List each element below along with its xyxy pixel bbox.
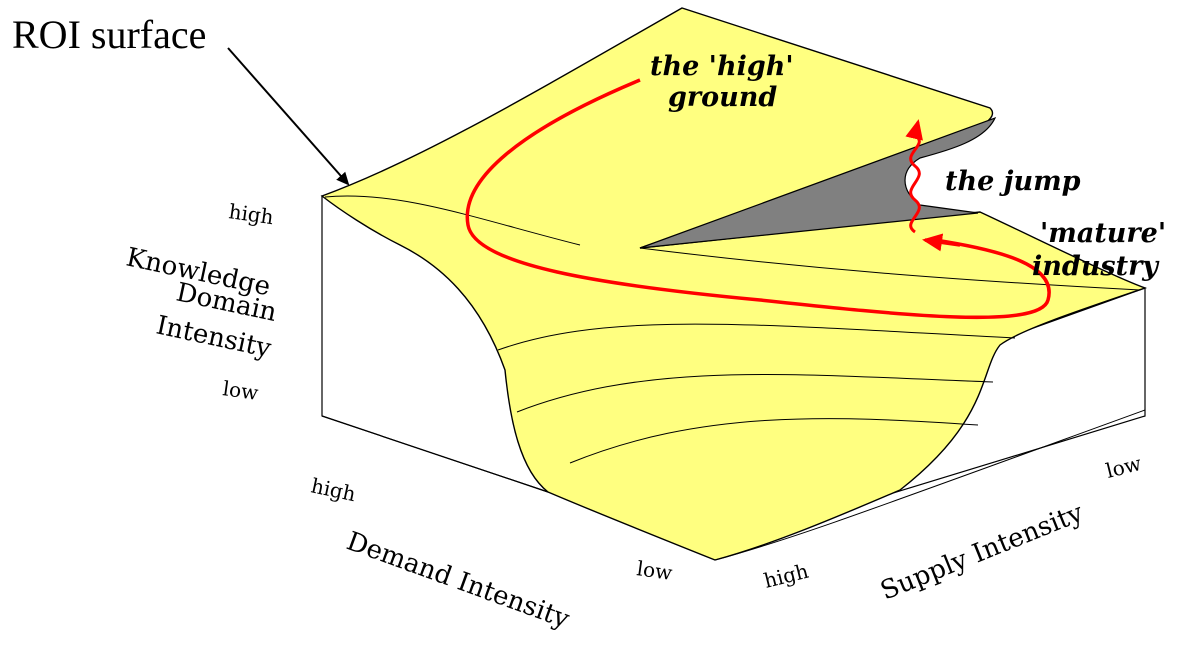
annotation-mature-line1: 'mature' <box>1040 218 1166 249</box>
supply-tick-high: high <box>761 559 811 593</box>
demand-axis-label: Demand Intensity <box>343 526 574 634</box>
contour-line-2 <box>639 247 1141 291</box>
supply-tick-low: low <box>1103 451 1143 483</box>
annotation-jump: the jump <box>945 166 1081 197</box>
roi-callout-arrow <box>227 47 350 186</box>
contour-line-1 <box>324 195 581 246</box>
contour-line-3 <box>497 323 1016 351</box>
evolution-path-arrow <box>922 233 961 252</box>
annotation-mature-line2: industry <box>1032 251 1160 282</box>
supply-axis-label: Supply Intensity <box>876 498 1087 607</box>
box-edge-left-bottom <box>321 415 549 493</box>
knowledge-tick-high: high <box>227 199 275 229</box>
roi-surface <box>320 7 1148 561</box>
contour-line-4 <box>516 373 994 413</box>
evolution-path <box>465 78 1051 320</box>
annotation-high-ground-line2: ground <box>668 82 777 113</box>
contour-line-5 <box>569 418 979 464</box>
demand-tick-high: high <box>309 473 358 506</box>
annotation-high-ground-line1: the 'high' <box>650 51 794 82</box>
jump-arrow <box>905 119 923 234</box>
contour-line-6 <box>714 409 1146 561</box>
demand-tick-low: low <box>635 556 674 585</box>
knowledge-tick-low: low <box>221 376 260 405</box>
roi-surface-label: ROI surface <box>12 12 206 57</box>
